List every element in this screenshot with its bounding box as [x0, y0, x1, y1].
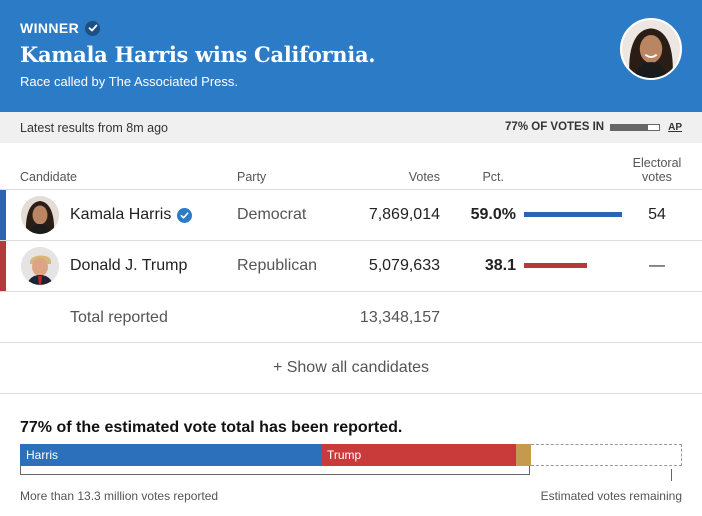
results-table-header: Candidate Party Votes Pct. Electoral vot…	[0, 150, 702, 190]
candidate-pct-bar	[524, 263, 587, 268]
candidate-votes: 7,869,014	[368, 206, 440, 223]
remaining-votes-label: Estimated votes remaining	[540, 489, 682, 503]
winner-check-icon	[177, 207, 193, 223]
candidate-name-trump: Donald J. Trump	[70, 257, 187, 275]
total-votes: 13,348,157	[359, 309, 440, 326]
party-stripe-republican	[0, 241, 6, 291]
remaining-tick	[671, 469, 672, 481]
candidate-row-trump: Donald J. Trump Republican 5,079,633 38.…	[0, 241, 702, 292]
check-icon	[85, 20, 101, 36]
status-bar: Latest results from 8m ago 77% OF VOTES …	[0, 112, 702, 143]
candidate-pct-bar	[524, 212, 622, 217]
header-party: Party	[237, 170, 267, 184]
estimate-bar: Harris Trump	[20, 444, 682, 466]
estimate-segment: Harris	[20, 444, 321, 466]
votes-in-label: 77% OF VOTES IN	[505, 121, 605, 133]
votes-in-progress	[610, 123, 661, 131]
ap-source-link[interactable]: AP	[668, 121, 682, 133]
candidate-name-text: Donald J. Trump	[70, 257, 188, 274]
latest-results-text: Latest results from 8m ago	[20, 121, 168, 135]
headline: Kamala Harris wins California.	[20, 42, 376, 67]
total-row: Total reported 13,348,157	[0, 292, 702, 343]
candidate-party: Republican	[237, 257, 318, 274]
candidate-name-harris: Kamala Harris	[70, 206, 193, 224]
show-all-row: + Show all candidates	[0, 343, 702, 394]
header-electoral-votes: Electoral votes	[632, 156, 682, 184]
reported-bracket	[20, 466, 530, 475]
race-called-text: Race called by The Associated Press.	[20, 74, 238, 89]
header-candidate: Candidate	[20, 170, 77, 184]
winner-label: WINNER	[20, 20, 80, 36]
winner-banner: WINNER Kamala Harris wins California. Ra…	[0, 0, 702, 112]
total-label: Total reported	[70, 309, 168, 326]
candidate-electoral-votes: —	[649, 257, 665, 274]
candidate-votes: 5,079,633	[368, 257, 440, 274]
candidate-party: Democrat	[237, 206, 307, 223]
estimate-remaining-segment	[531, 444, 682, 466]
votes-in-progress-fill	[611, 124, 649, 130]
reported-votes-label: More than 13.3 million votes reported	[20, 489, 219, 503]
votes-in-indicator: 77% OF VOTES IN AP	[505, 121, 682, 133]
party-stripe-democrat	[0, 190, 6, 240]
candidate-electoral-votes: 54	[648, 206, 666, 223]
header-votes: Votes	[408, 170, 440, 184]
winner-row: WINNER	[20, 20, 101, 36]
show-all-candidates-button[interactable]: + Show all candidates	[272, 359, 430, 376]
estimate-title: 77% of the estimated vote total has been…	[20, 419, 403, 436]
candidate-pct: 38.1	[484, 257, 516, 274]
candidate-pct: 59.0%	[470, 206, 516, 223]
harris-avatar-icon	[21, 196, 59, 234]
candidate-name-text: Kamala Harris	[70, 206, 172, 223]
estimate-segment: Trump	[321, 444, 516, 466]
harris-portrait-icon	[620, 18, 682, 80]
estimate-segment	[516, 444, 531, 466]
header-pct: Pct.	[482, 170, 504, 184]
trump-avatar-icon	[21, 247, 59, 285]
candidate-row-harris: Kamala Harris Democrat 7,869,014 59.0% 5…	[0, 190, 702, 241]
